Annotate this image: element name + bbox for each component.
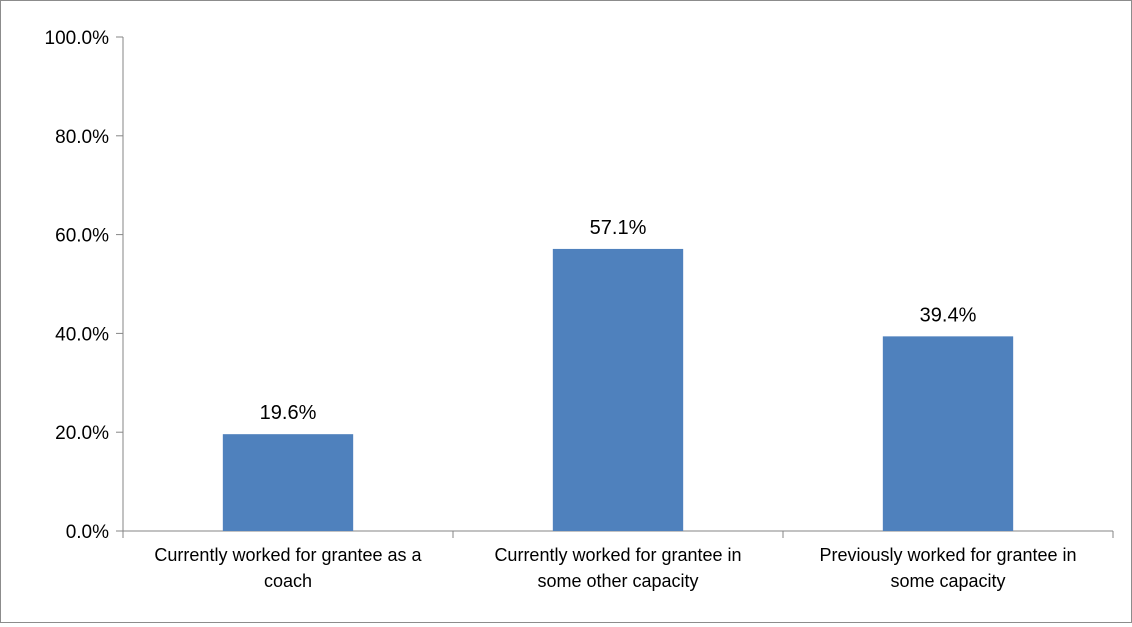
category-labels: Currently worked for grantee as a coach Cu… (154, 545, 1076, 591)
data-labels: 19.6% 57.1% 39.4% (260, 217, 977, 424)
y-tick-label: 60.0% (55, 226, 109, 247)
y-axis: 0.0% 20.0% 40.0% 60.0% 80.0% 100.0% (45, 28, 124, 543)
category-label: some capacity (890, 571, 1005, 591)
y-tick-label: 80.0% (55, 127, 109, 148)
data-label: 39.4% (920, 304, 977, 326)
y-tick-label: 20.0% (55, 423, 109, 444)
data-label: 57.1% (590, 217, 647, 239)
bar (222, 434, 354, 531)
category-label: Currently worked for grantee as a (154, 545, 422, 565)
bar (552, 248, 684, 531)
y-tick-label: 40.0% (55, 324, 109, 345)
y-tick-label: 0.0% (66, 522, 109, 543)
x-axis (122, 530, 1114, 538)
category-label: Currently worked for grantee in (494, 545, 741, 565)
bars (222, 248, 1014, 531)
data-label: 19.6% (260, 402, 317, 424)
bar (882, 336, 1014, 531)
category-label: Previously worked for grantee in (819, 545, 1076, 565)
y-tick-label: 100.0% (45, 28, 110, 49)
category-label: some other capacity (537, 571, 698, 591)
category-label: coach (264, 571, 312, 591)
